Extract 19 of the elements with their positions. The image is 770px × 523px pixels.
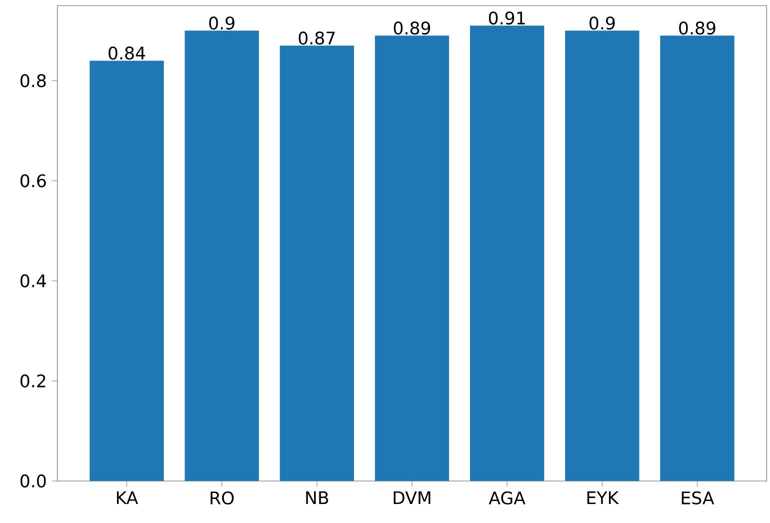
data-label: 0.9 <box>590 16 615 30</box>
x-tick-label: NB <box>306 491 328 504</box>
data-label: 0.87 <box>298 31 335 45</box>
x-tick-label: DVM <box>394 491 430 504</box>
x-tick-label: EYK <box>587 491 619 504</box>
x-tick-label: AGA <box>488 491 526 504</box>
y-tick-label: 0.4 <box>20 274 46 288</box>
data-label: 0.84 <box>108 46 146 60</box>
y-tick-label: 0.2 <box>20 374 46 388</box>
x-tick-label: RO <box>210 491 234 504</box>
x-tick-label: KA <box>116 491 138 504</box>
y-tick-label: 0.8 <box>20 74 46 88</box>
data-label: 0.9 <box>209 16 234 30</box>
data-label: 0.91 <box>488 11 525 25</box>
y-tick-label: 0.0 <box>20 474 46 488</box>
x-tick-label: ESA <box>682 491 714 504</box>
y-tick-label: 0.6 <box>20 174 46 188</box>
data-label: 0.89 <box>394 21 430 35</box>
data-label: 0.89 <box>679 21 716 35</box>
